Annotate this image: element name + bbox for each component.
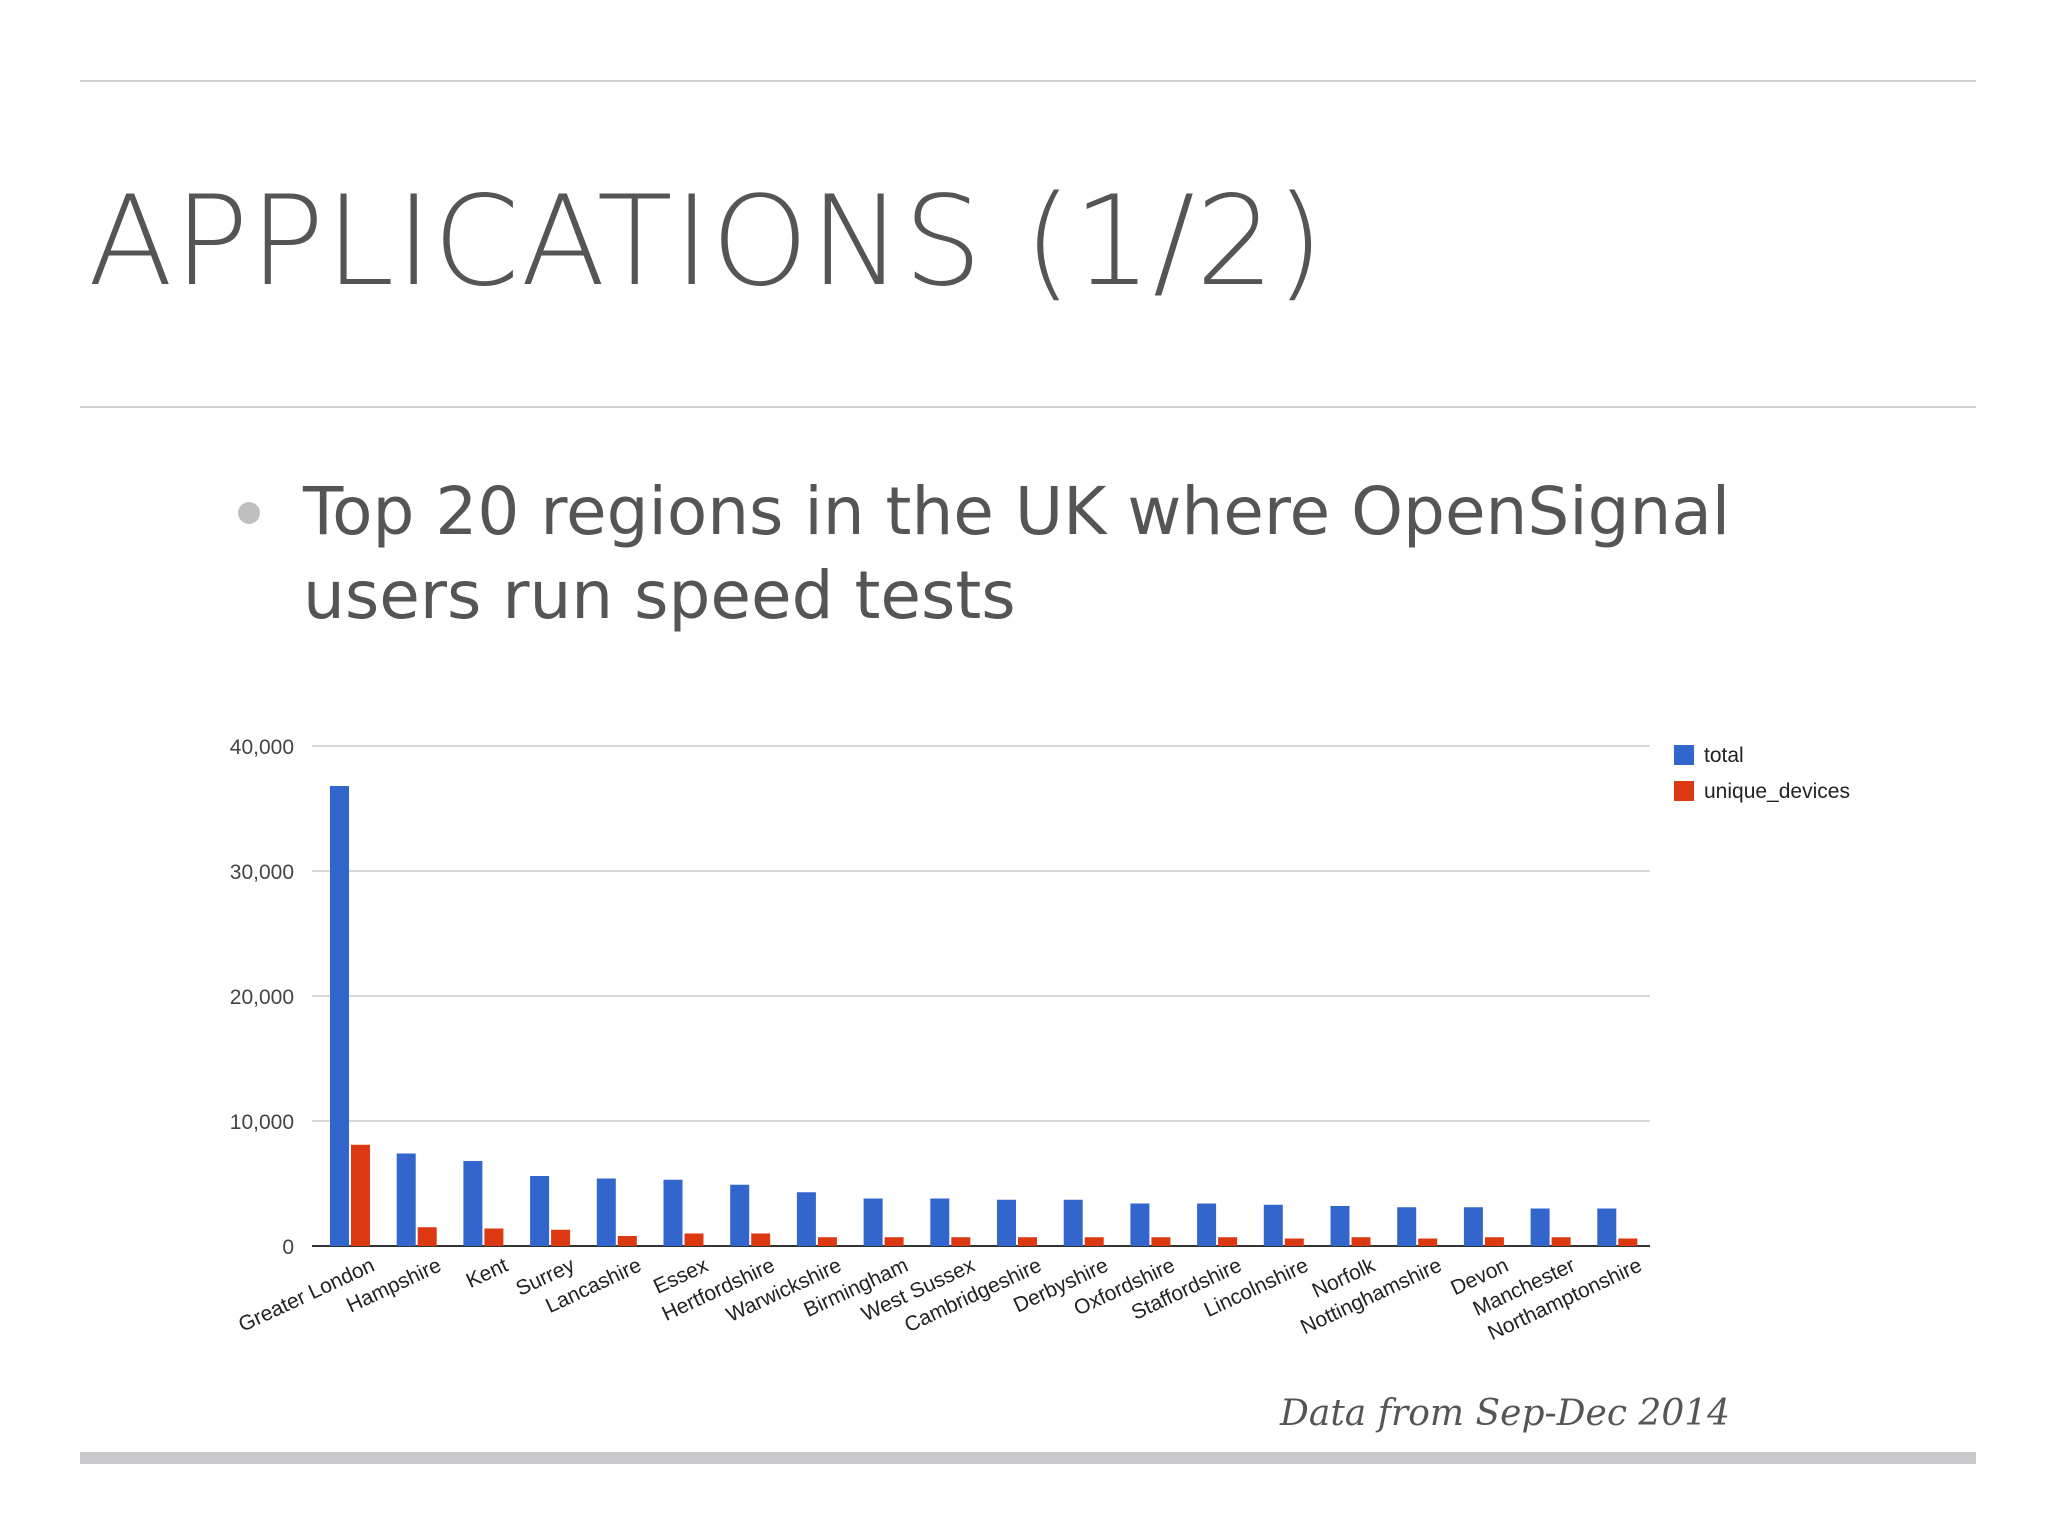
- bar-unique_devices: [1151, 1237, 1171, 1246]
- bar-unique_devices: [1618, 1238, 1638, 1246]
- y-tick-label: 10,000: [230, 1111, 294, 1134]
- bar-unique_devices: [817, 1237, 837, 1246]
- bar-total: [663, 1179, 683, 1246]
- bar-unique_devices: [617, 1236, 637, 1246]
- bar-total: [1530, 1208, 1550, 1246]
- y-axis-labels: 0 10,000 20,000 30,000 40,000: [230, 736, 294, 1259]
- bar-total: [1063, 1199, 1083, 1246]
- bar-total: [1397, 1207, 1417, 1246]
- bar-unique_devices: [684, 1233, 704, 1246]
- top-divider: [80, 80, 1976, 82]
- bar-total: [530, 1176, 550, 1246]
- bar-unique_devices: [484, 1228, 504, 1246]
- bar-total: [796, 1192, 816, 1246]
- bar-total: [997, 1199, 1016, 1246]
- chart-bars: [330, 786, 1638, 1246]
- x-tick-label: Kent: [463, 1254, 512, 1293]
- bullet-text: Top 20 regions in the UK where OpenSigna…: [303, 473, 1731, 634]
- legend-label: total: [1704, 744, 1744, 767]
- y-tick-label: 20,000: [230, 986, 294, 1009]
- title-divider: [80, 406, 1976, 408]
- bar-total: [930, 1198, 950, 1246]
- bar-total: [330, 786, 349, 1246]
- legend-swatch: [1674, 781, 1694, 801]
- bar-unique_devices: [1351, 1237, 1371, 1246]
- bar-unique_devices: [1084, 1237, 1104, 1246]
- bottom-divider: [80, 1452, 1976, 1464]
- bar-unique_devices: [1018, 1237, 1037, 1246]
- bar-unique_devices: [1284, 1238, 1304, 1246]
- legend-label: unique_devices: [1704, 780, 1850, 803]
- bar-total: [730, 1184, 750, 1246]
- bar-unique_devices: [951, 1237, 971, 1246]
- bar-unique_devices: [884, 1237, 904, 1246]
- bar-total: [396, 1153, 416, 1246]
- chart-gridlines: [312, 745, 1650, 1247]
- bar-unique_devices: [1484, 1237, 1504, 1246]
- y-tick-label: 40,000: [230, 736, 294, 759]
- bar-unique_devices: [1551, 1237, 1571, 1246]
- bar-total: [1130, 1203, 1150, 1246]
- bar-total: [1330, 1206, 1350, 1246]
- bar-unique_devices: [351, 1144, 370, 1246]
- bar-total: [596, 1178, 616, 1246]
- bar-total: [1263, 1204, 1283, 1246]
- data-source-note: Data from Sep-Dec 2014: [1280, 1393, 1731, 1434]
- bullet-dot-icon: [238, 502, 260, 524]
- chart-legend: total unique_devices: [1674, 744, 1850, 803]
- y-tick-label: 0: [282, 1236, 294, 1259]
- legend-swatch: [1674, 745, 1694, 765]
- bar-unique_devices: [551, 1229, 571, 1246]
- bar-unique_devices: [751, 1233, 771, 1246]
- bar-total: [1463, 1207, 1483, 1246]
- bar-total: [863, 1198, 883, 1246]
- y-tick-label: 30,000: [230, 861, 294, 884]
- slide-title: APPLICATIONS (1/2): [88, 170, 1325, 314]
- bar-total: [1597, 1208, 1617, 1246]
- bar-unique_devices: [1418, 1238, 1438, 1246]
- bar-total: [1197, 1203, 1217, 1246]
- bar-unique_devices: [417, 1227, 437, 1246]
- bar-unique_devices: [1218, 1237, 1238, 1246]
- bar-total: [463, 1161, 483, 1246]
